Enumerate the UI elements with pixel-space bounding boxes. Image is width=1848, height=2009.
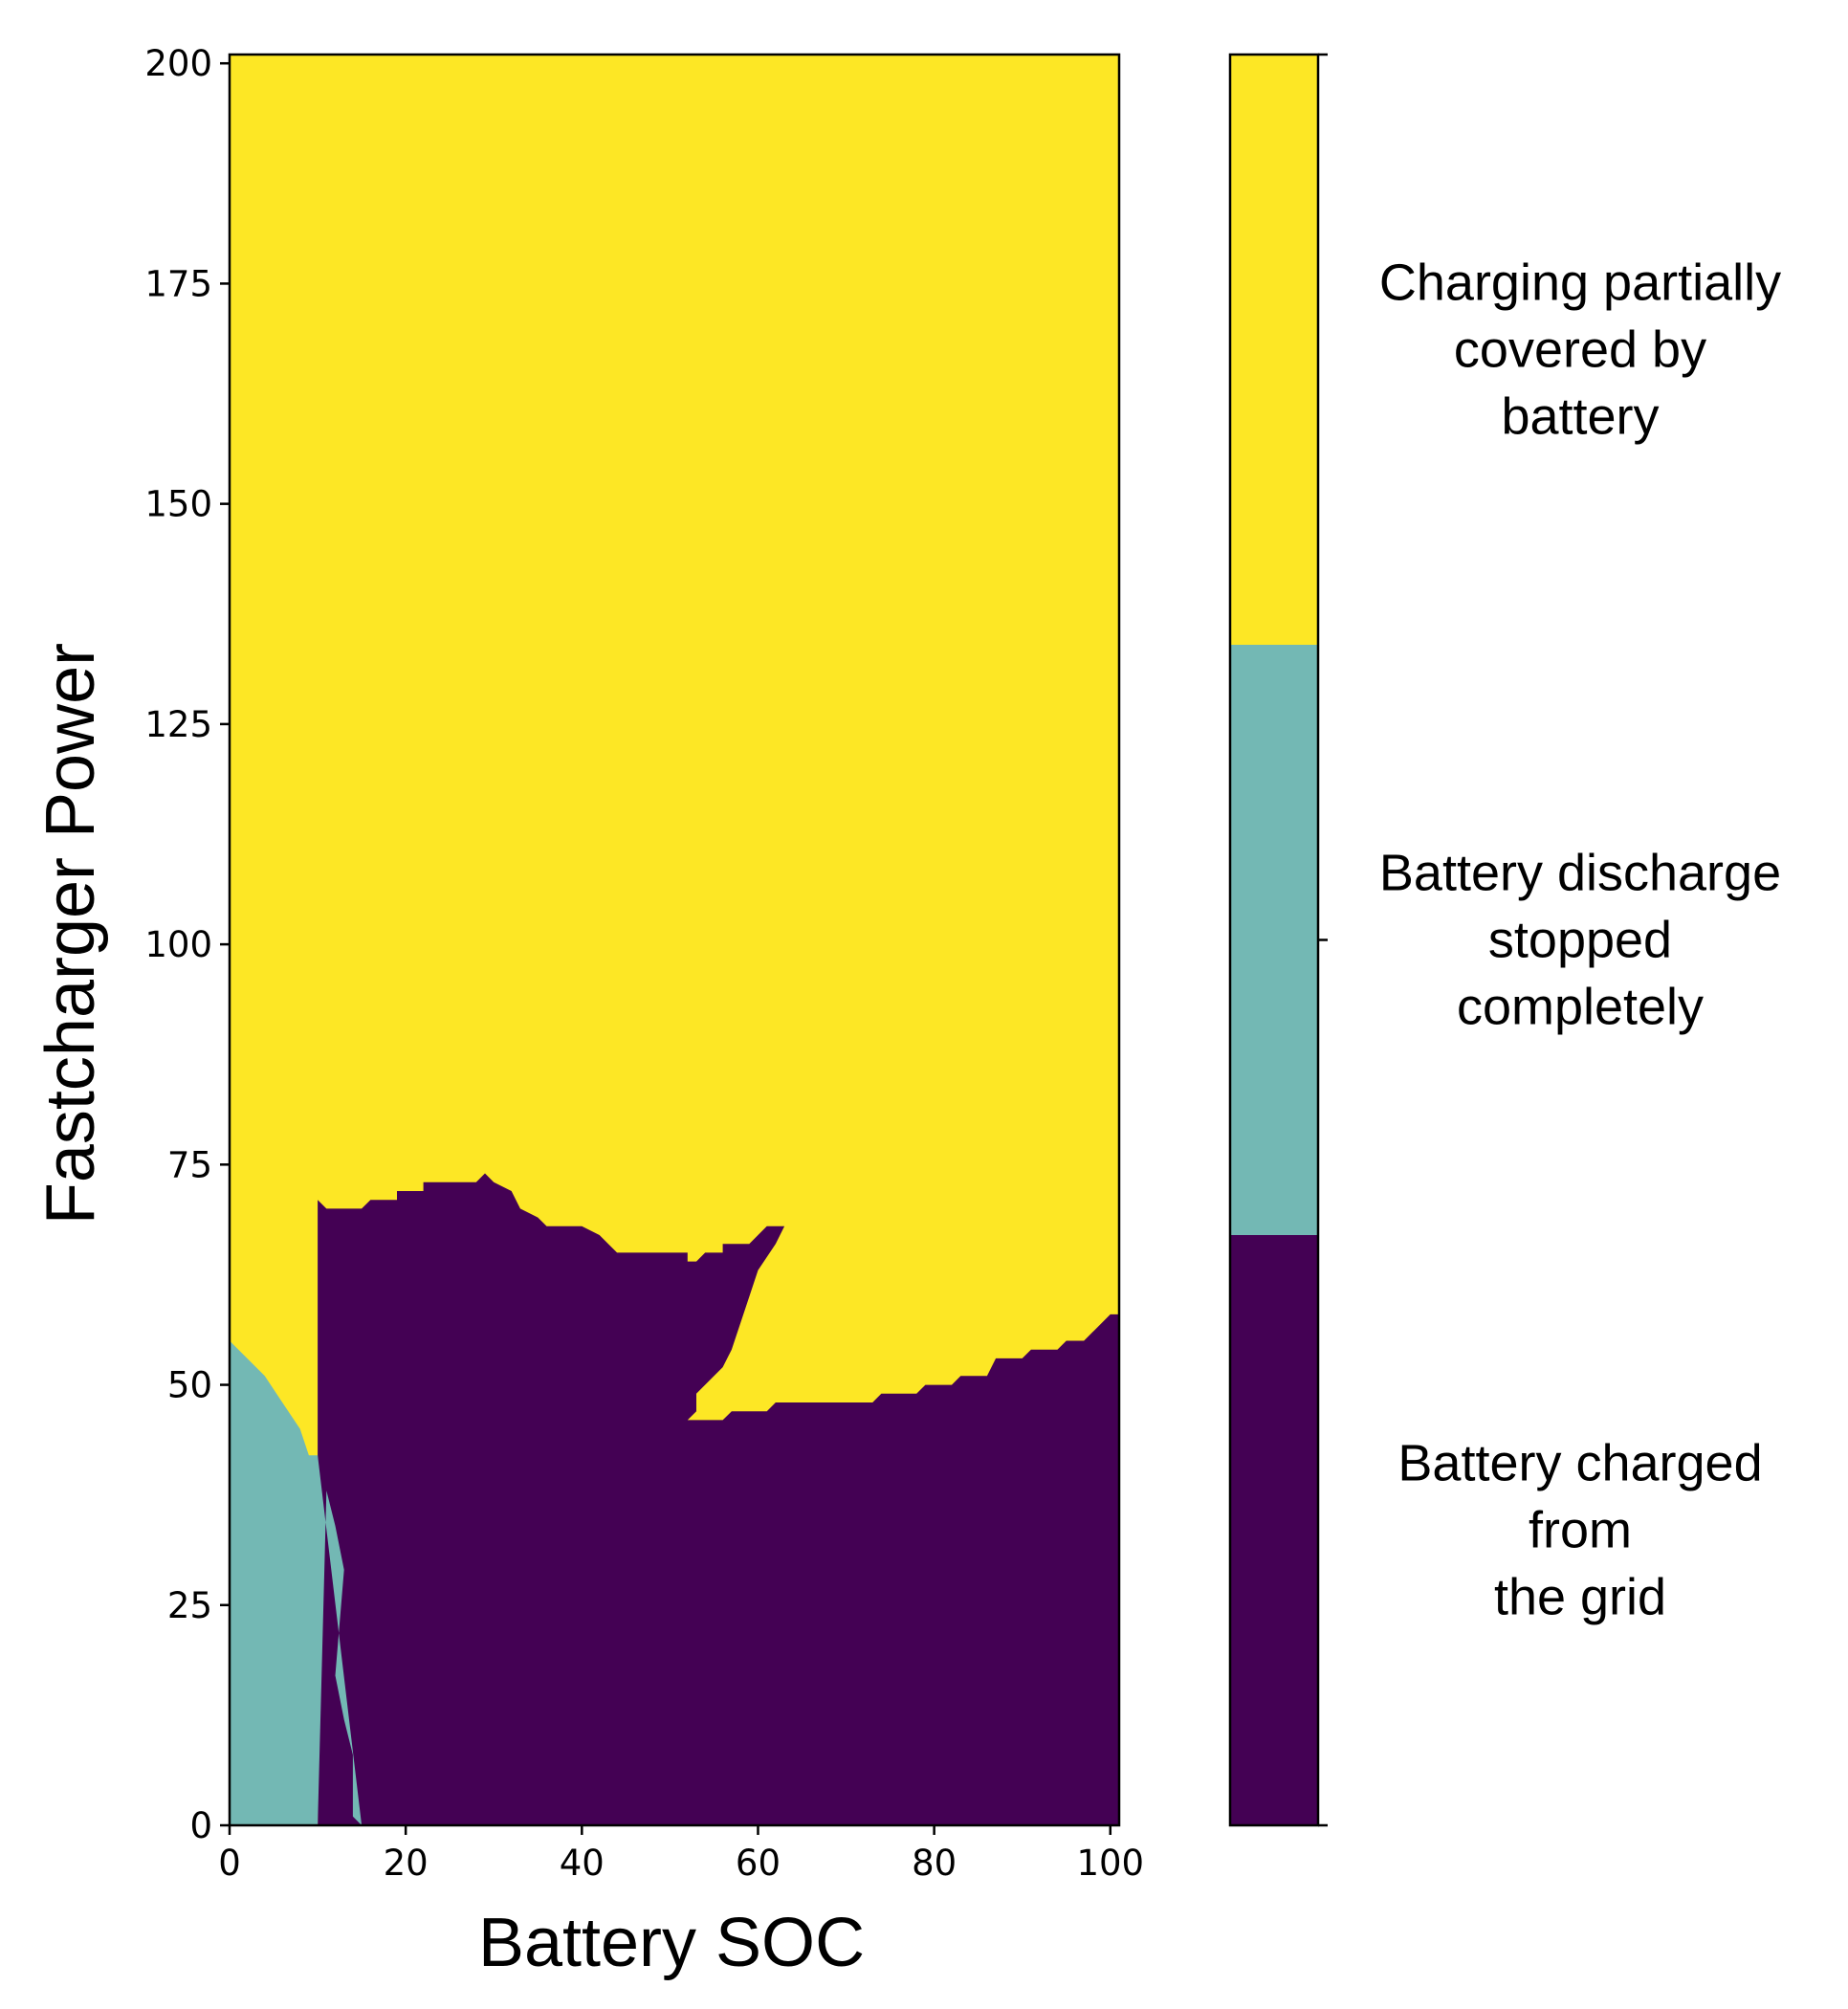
y-tick-label: 25	[167, 1585, 212, 1626]
y-tick-label: 0	[189, 1805, 212, 1846]
colorbar-label-stopped: Battery discharge	[1379, 845, 1781, 902]
x-tick-label: 20	[384, 1843, 429, 1884]
y-tick-label: 175	[144, 263, 212, 304]
colorbar-label-grid: from	[1529, 1502, 1632, 1559]
x-tick-label: 60	[736, 1843, 781, 1884]
colorbar-label-stopped: completely	[1457, 979, 1704, 1036]
y-tick-label: 50	[167, 1365, 212, 1406]
colorbar-segment-partial	[1230, 55, 1318, 645]
x-tick-label: 100	[1076, 1843, 1144, 1884]
x-tick-label: 40	[560, 1843, 605, 1884]
colorbar-label-stopped: stopped	[1488, 912, 1672, 969]
y-tick-label: 125	[144, 704, 212, 745]
colorbar: Battery charged from the grid Battery disch…	[1228, 53, 1781, 1827]
colorbar-label-grid: Battery charged	[1397, 1435, 1762, 1492]
colorbar-segment-stopped	[1230, 645, 1318, 1235]
colorbar-label-partial: Charging partially	[1379, 254, 1781, 312]
colorbar-label-partial: covered by	[1454, 321, 1706, 379]
x-axis: 0 20 40 60 80 100	[218, 1825, 1144, 1884]
colorbar-label-partial: battery	[1501, 388, 1659, 446]
x-axis-label: Battery SOC	[478, 1905, 865, 1981]
y-axis-label: Fastcharger Power	[33, 643, 109, 1225]
y-tick-label: 100	[144, 924, 212, 965]
region-grid	[318, 1173, 1120, 1825]
x-tick-label: 80	[912, 1843, 957, 1884]
region-stopped	[230, 1340, 363, 1825]
colorbar-segment-grid	[1230, 1235, 1318, 1825]
plot-area	[228, 53, 1121, 1827]
y-axis: 0 25 50 75 100 125 150 175 200	[144, 43, 230, 1846]
colorbar-label-grid: the grid	[1494, 1569, 1666, 1626]
x-tick-label: 0	[218, 1843, 241, 1884]
y-tick-label: 75	[167, 1144, 212, 1185]
y-tick-label: 150	[144, 484, 212, 525]
plot-frame	[228, 53, 1121, 1827]
y-tick-label: 200	[144, 43, 212, 84]
